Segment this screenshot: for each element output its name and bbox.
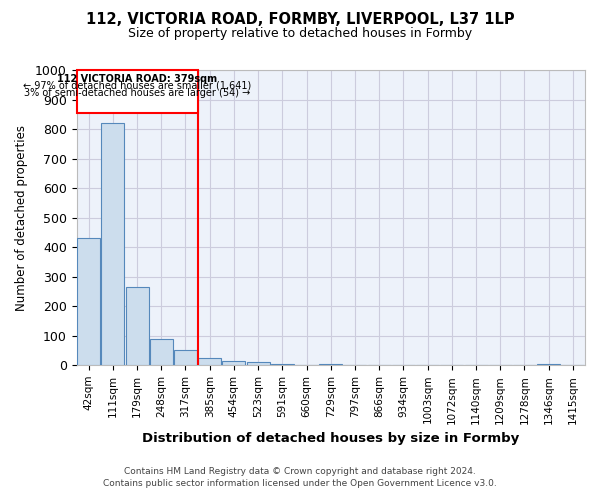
Text: Size of property relative to detached houses in Formby: Size of property relative to detached ho… [128, 28, 472, 40]
Text: Contains HM Land Registry data © Crown copyright and database right 2024.
Contai: Contains HM Land Registry data © Crown c… [103, 466, 497, 487]
Bar [247, 362, 269, 365]
Bar [537, 364, 560, 365]
Text: 3% of semi-detached houses are larger (54) →: 3% of semi-detached houses are larger (5… [24, 88, 250, 98]
Bar [223, 361, 245, 365]
Bar [125, 287, 149, 365]
Text: 112, VICTORIA ROAD, FORMBY, LIVERPOOL, L37 1LP: 112, VICTORIA ROAD, FORMBY, LIVERPOOL, L… [86, 12, 514, 28]
Y-axis label: Number of detached properties: Number of detached properties [15, 124, 28, 310]
Bar [271, 364, 294, 365]
Text: 112 VICTORIA ROAD: 379sqm: 112 VICTORIA ROAD: 379sqm [57, 74, 217, 85]
Bar [174, 350, 197, 365]
Bar [77, 238, 100, 365]
Text: ← 97% of detached houses are smaller (1,641): ← 97% of detached houses are smaller (1,… [23, 81, 251, 91]
X-axis label: Distribution of detached houses by size in Formby: Distribution of detached houses by size … [142, 432, 520, 445]
Bar [101, 123, 124, 365]
Bar [319, 364, 342, 365]
Bar [150, 338, 173, 365]
Bar [198, 358, 221, 365]
FancyBboxPatch shape [77, 70, 197, 113]
